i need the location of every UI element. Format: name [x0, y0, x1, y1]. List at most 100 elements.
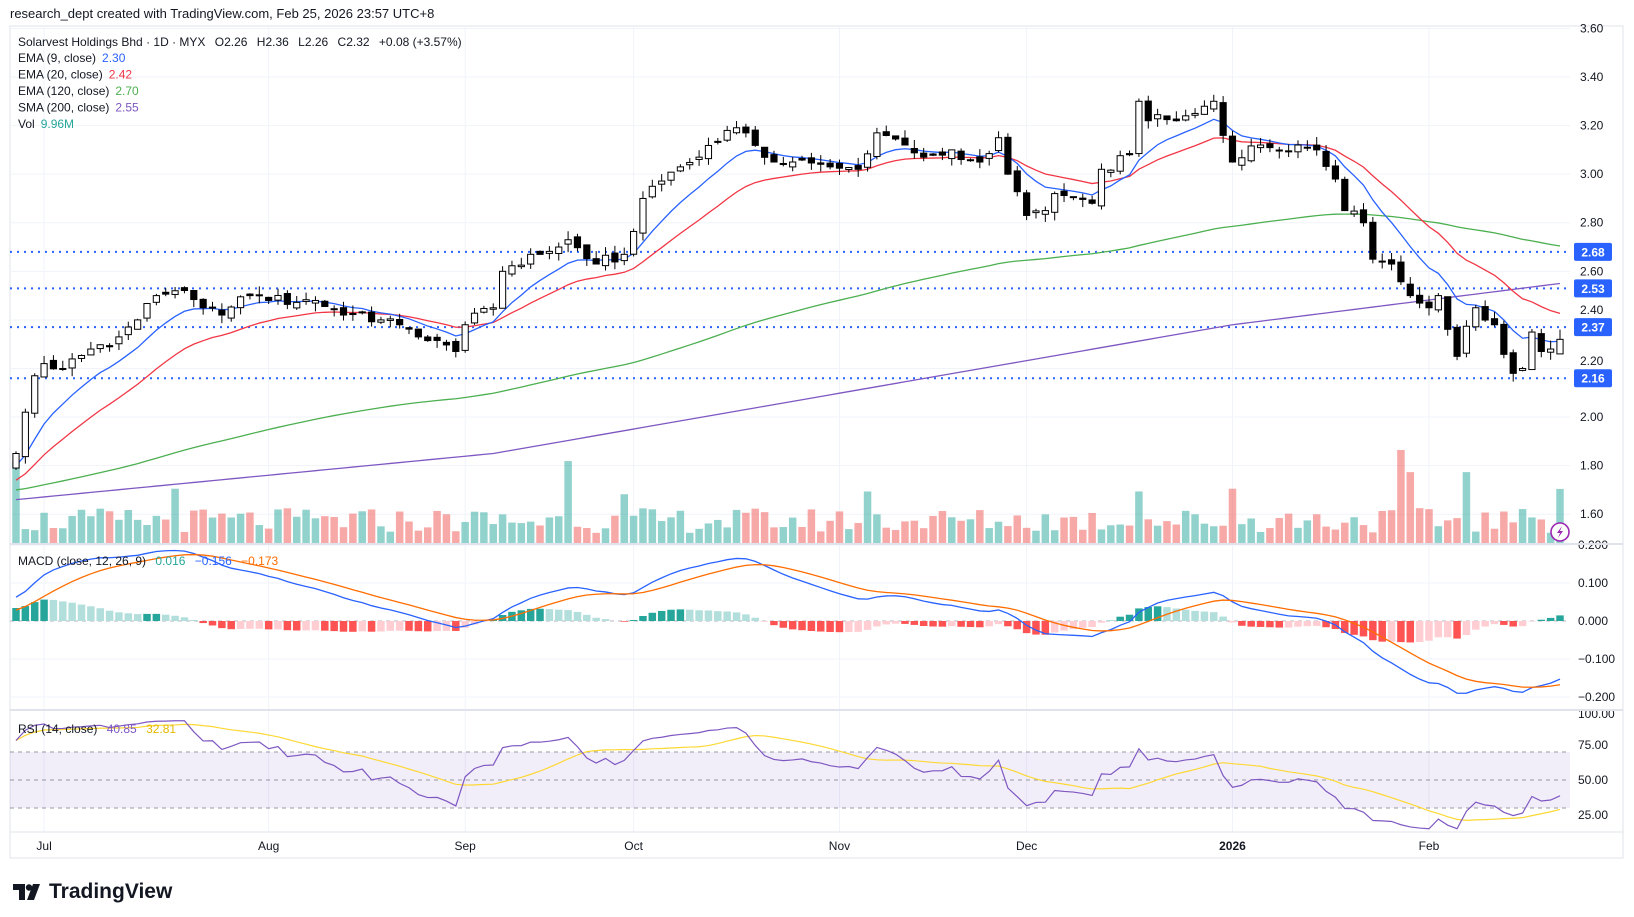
- candle-body: [1191, 112, 1199, 116]
- indicator-label: SMA (200, close): [18, 101, 109, 115]
- volume-bar: [12, 461, 20, 544]
- volume-bar: [873, 514, 881, 544]
- candle-body: [49, 359, 58, 370]
- volume-bar: [1546, 532, 1555, 544]
- macd-histogram-bar: [161, 614, 170, 621]
- volume-bar: [283, 508, 292, 544]
- time-axis-label: 2026: [1219, 839, 1246, 853]
- candle: [452, 338, 460, 358]
- macd-histogram-bar: [573, 611, 582, 621]
- lightning-icon[interactable]: [1550, 522, 1570, 542]
- macd-histogram-bar: [714, 611, 722, 621]
- volume-bar: [105, 511, 114, 544]
- macd-histogram-bar: [667, 609, 675, 621]
- volume-bar: [976, 510, 984, 544]
- candle-body: [1266, 143, 1274, 149]
- volume-bar: [657, 521, 666, 544]
- macd-histogram-bar: [1369, 621, 1377, 641]
- candle: [274, 288, 282, 305]
- candle: [424, 334, 432, 342]
- macd-histogram-bar: [255, 621, 264, 629]
- tradingview-logo[interactable]: TradingView: [13, 880, 172, 904]
- macd-axis-label: −0.200: [1578, 690, 1615, 704]
- macd-histogram-bar: [87, 606, 95, 621]
- candle-body: [555, 246, 563, 255]
- candle: [115, 330, 123, 351]
- volume-bar: [938, 511, 947, 544]
- candle: [686, 158, 694, 170]
- candle: [321, 299, 329, 307]
- candle-body: [1313, 144, 1321, 151]
- price-axis-label: 3.20: [1580, 119, 1604, 133]
- candle: [1275, 146, 1283, 159]
- macd-histogram-bar: [1462, 621, 1471, 636]
- candle-body: [1547, 348, 1555, 353]
- volume-bar: [601, 528, 610, 544]
- macd-histogram-bar: [1556, 615, 1564, 621]
- macd-histogram-bar: [629, 620, 638, 621]
- candle: [1144, 95, 1152, 129]
- candle: [87, 341, 95, 356]
- macd-histogram-bar: [994, 621, 1003, 625]
- macd-histogram-bar: [1069, 621, 1078, 630]
- candle-body: [1182, 115, 1190, 121]
- candle: [1097, 163, 1106, 210]
- volume-bar: [321, 516, 329, 544]
- candle-body: [732, 127, 741, 134]
- volume-bar: [1453, 518, 1461, 544]
- volume-bar: [1509, 522, 1517, 544]
- candle-body: [1322, 150, 1330, 167]
- macd-histogram-bar: [1481, 621, 1489, 627]
- volume-bar: [863, 491, 872, 544]
- candle: [863, 150, 872, 172]
- legend-low: L2.26: [298, 35, 328, 49]
- macd-histogram-bar: [180, 617, 189, 621]
- macd-histogram-bar: [461, 621, 469, 628]
- macd-histogram-bar: [1341, 621, 1349, 633]
- volume-bar: [152, 515, 161, 544]
- candle-body: [807, 157, 815, 164]
- macd-histogram-bar: [1490, 621, 1499, 625]
- macd-hist-value: 0.016: [155, 554, 185, 568]
- candle-body: [676, 166, 684, 172]
- candle: [517, 257, 525, 270]
- macd-histogram-bar: [227, 621, 235, 630]
- volume-bars: [12, 450, 1564, 544]
- candle-body: [489, 307, 497, 310]
- candle: [1331, 159, 1340, 183]
- level-price-label: 2.68: [1574, 242, 1612, 261]
- macd-histogram-bar: [283, 621, 292, 631]
- candle: [817, 155, 825, 172]
- indicator-label: EMA (9, close): [18, 51, 96, 65]
- volume-bar: [377, 526, 385, 544]
- candle: [1088, 195, 1096, 205]
- volume-bar: [358, 511, 366, 544]
- candle-body: [396, 318, 404, 326]
- candle-body: [96, 344, 104, 350]
- candle: [527, 248, 535, 269]
- axes: 3.60 3.40 3.20 3.00 2.80 2.60 2.40 2.20 2.00 1.80…: [36, 21, 1615, 853]
- rsi-axis-label: 50.00: [1578, 773, 1608, 787]
- macd-histogram-bar: [96, 608, 104, 621]
- volume-bar: [161, 519, 170, 544]
- candle-body: [442, 341, 451, 346]
- volume-bar: [292, 516, 301, 544]
- volume-bar: [1350, 517, 1358, 544]
- volume-bar: [405, 521, 413, 544]
- candle-body: [302, 299, 310, 302]
- candle-body: [929, 153, 937, 156]
- tradingview-logo-icon: [13, 884, 40, 900]
- candle: [1406, 277, 1414, 298]
- price-axis-label: 1.80: [1580, 459, 1604, 473]
- volume-bar: [1284, 513, 1293, 544]
- candle-body: [339, 307, 348, 316]
- candle: [611, 245, 619, 270]
- volume-bar: [536, 525, 544, 544]
- volume-bar: [1275, 518, 1284, 544]
- macd-histogram-bar: [1107, 619, 1115, 621]
- volume-bar: [414, 530, 423, 544]
- candle: [1247, 138, 1255, 163]
- moving-average-lines: [15, 118, 1561, 501]
